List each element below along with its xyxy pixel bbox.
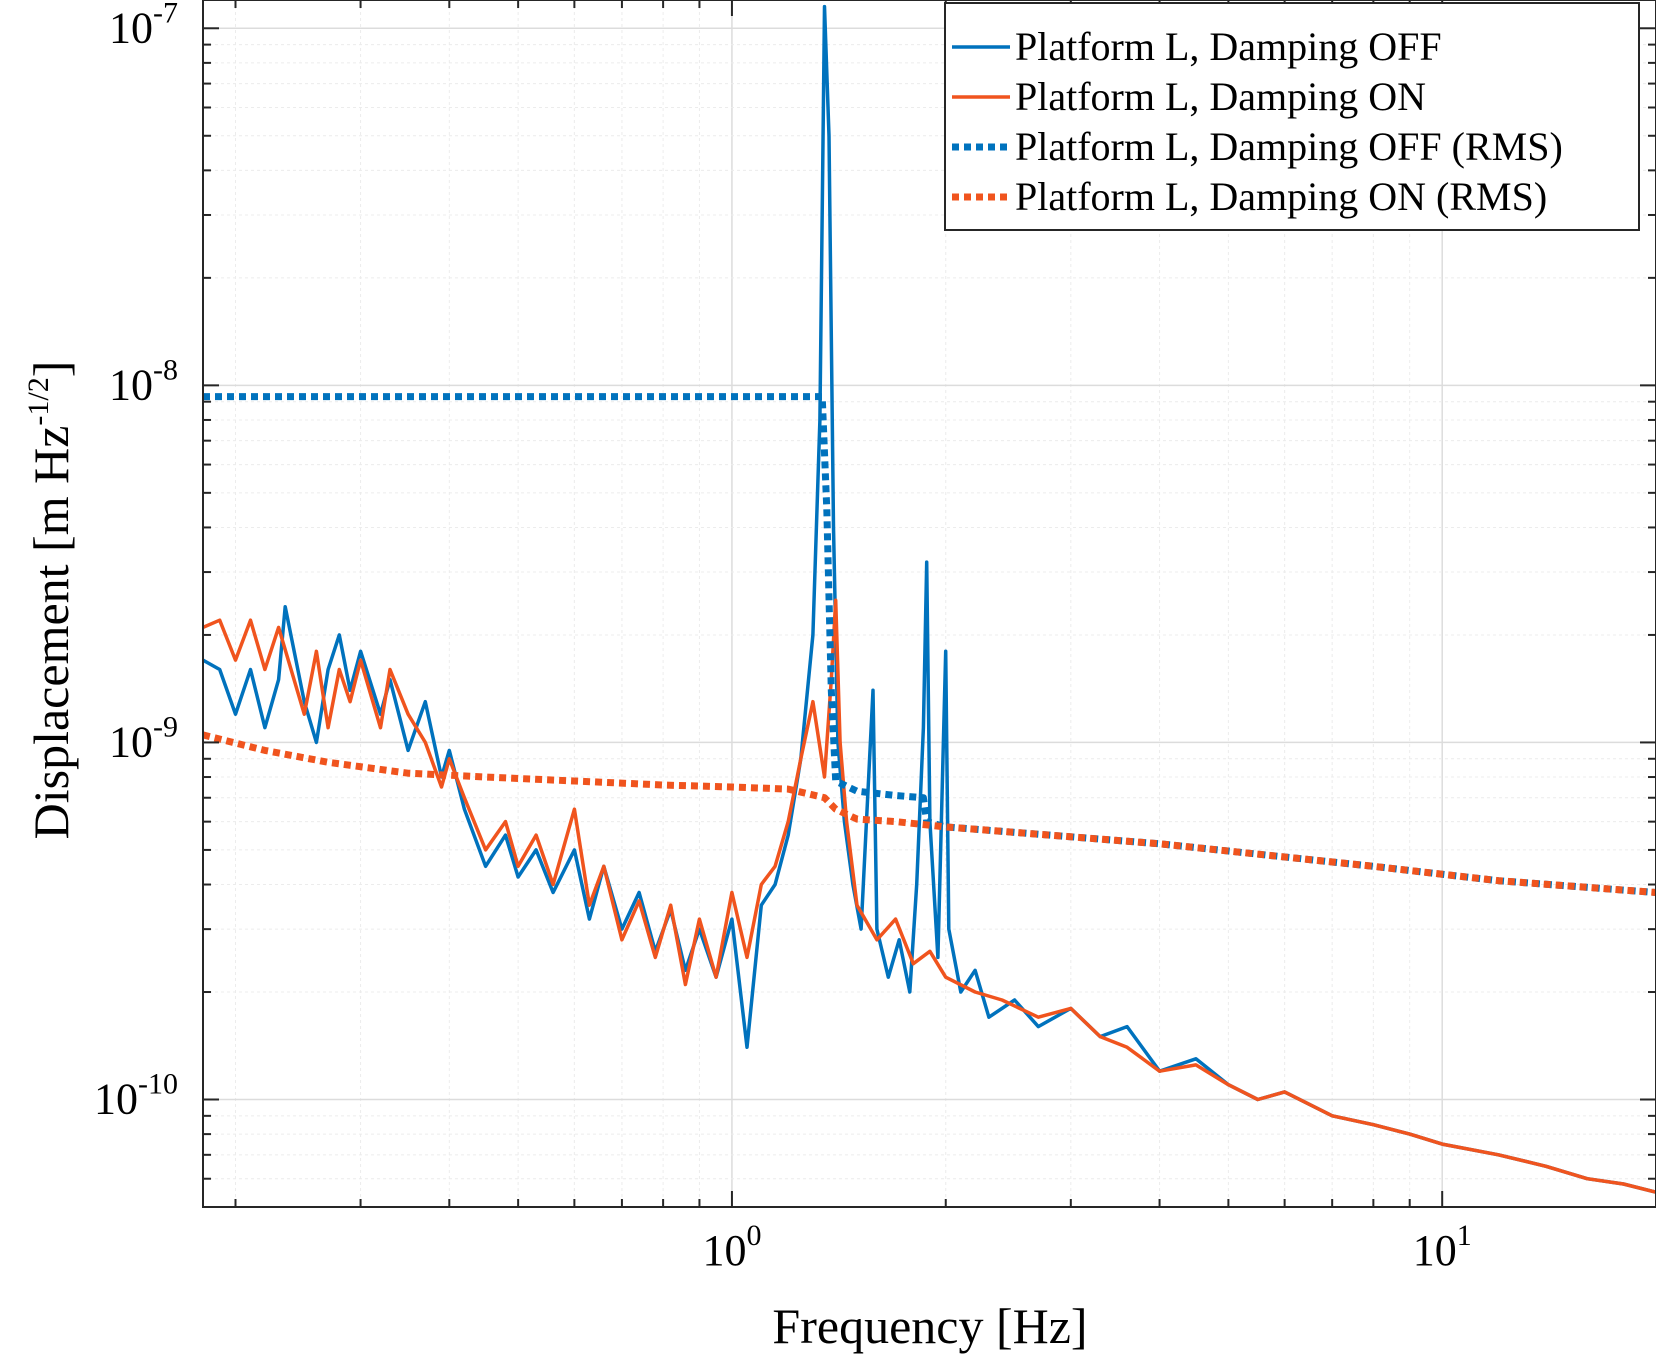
series-line-platform-l-damping-off-rms — [203, 393, 1656, 896]
legend-box — [944, 2, 1640, 231]
y-axis-label-main: Displacement [m Hz — [23, 426, 79, 840]
y-tick-label: 10-7 — [109, 0, 178, 52]
legend-label: Platform L, Damping ON — [1015, 74, 1426, 119]
legend-item: Platform L, Damping ON (RMS) — [952, 174, 1547, 219]
legend-label: Platform L, Damping OFF (RMS) — [1015, 124, 1563, 169]
y-tick-label-exp: -7 — [153, 0, 178, 29]
y-axis-label-close: ] — [23, 361, 79, 378]
y-axis-label: Displacement [m Hz-1/2] — [22, 361, 79, 840]
y-tick-label-exp: -8 — [153, 353, 178, 386]
x-tick-label-base: 10 — [1413, 1226, 1457, 1275]
y-tick-label-exp: -10 — [138, 1068, 178, 1101]
y-tick-label: 10-10 — [94, 1068, 178, 1124]
x-tick-label: 100 — [702, 1219, 761, 1275]
y-tick-label: 10-8 — [109, 353, 178, 409]
x-tick-label: 101 — [1413, 1219, 1472, 1275]
y-tick-label: 10-9 — [109, 710, 178, 766]
series-line-platform-l-damping-on — [203, 598, 1656, 1194]
x-tick-labels: 100 101 — [702, 1219, 1471, 1275]
series-layer — [203, 4, 1656, 1194]
legend-item: Platform L, Damping OFF — [952, 24, 1442, 69]
x-tick-label-base: 10 — [702, 1226, 746, 1275]
plot-frame — [202, 0, 1656, 1208]
y-tick-label-base: 10 — [94, 1075, 138, 1124]
y-tick-label-exp: -9 — [153, 710, 178, 743]
y-tick-label-base: 10 — [109, 3, 153, 52]
legend-label: Platform L, Damping OFF — [1015, 24, 1442, 69]
y-axis-label-exp: -1/2 — [22, 377, 55, 425]
y-tick-labels: 10-710-810-910-10 — [94, 0, 178, 1124]
legend: Platform L, Damping OFF Platform L, Dampi… — [944, 2, 1640, 231]
legend-item: Platform L, Damping ON — [952, 74, 1426, 119]
x-tick-label-exp: 1 — [1457, 1219, 1472, 1252]
y-tick-label-base: 10 — [109, 360, 153, 409]
x-axis-label: Frequency [Hz] — [772, 1298, 1087, 1354]
x-tick-label-exp: 0 — [746, 1219, 761, 1252]
y-tick-label-base: 10 — [109, 717, 153, 766]
legend-item: Platform L, Damping OFF (RMS) — [952, 124, 1563, 169]
legend-label: Platform L, Damping ON (RMS) — [1015, 174, 1547, 219]
series-line-platform-l-damping-on-rms — [203, 731, 1656, 896]
